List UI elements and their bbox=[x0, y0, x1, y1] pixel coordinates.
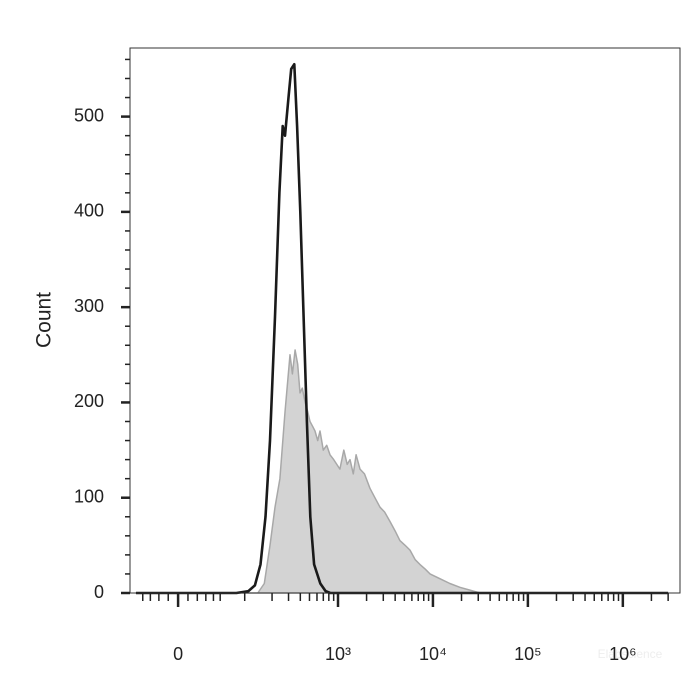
histogram-area bbox=[135, 349, 669, 594]
y-tick-label: 500 bbox=[74, 105, 104, 125]
x-tick-label: 10³ bbox=[325, 644, 351, 664]
y-tick-label: 100 bbox=[74, 486, 104, 506]
histogram-line bbox=[136, 62, 669, 595]
y-tick-label: 400 bbox=[74, 201, 104, 221]
plot-area bbox=[135, 62, 669, 595]
x-tick-label: 10⁴ bbox=[419, 644, 447, 664]
y-tick-label: 0 bbox=[94, 582, 104, 602]
watermark: Elabscience bbox=[598, 647, 663, 661]
x-tick-label: 10⁶ bbox=[609, 644, 636, 664]
y-tick-label: 300 bbox=[74, 296, 104, 316]
x-tick-label: 0 bbox=[173, 644, 183, 664]
y-axis-label: Count bbox=[33, 292, 56, 348]
y-tick-label: 200 bbox=[74, 391, 104, 411]
x-tick-label: 10⁵ bbox=[514, 644, 541, 664]
